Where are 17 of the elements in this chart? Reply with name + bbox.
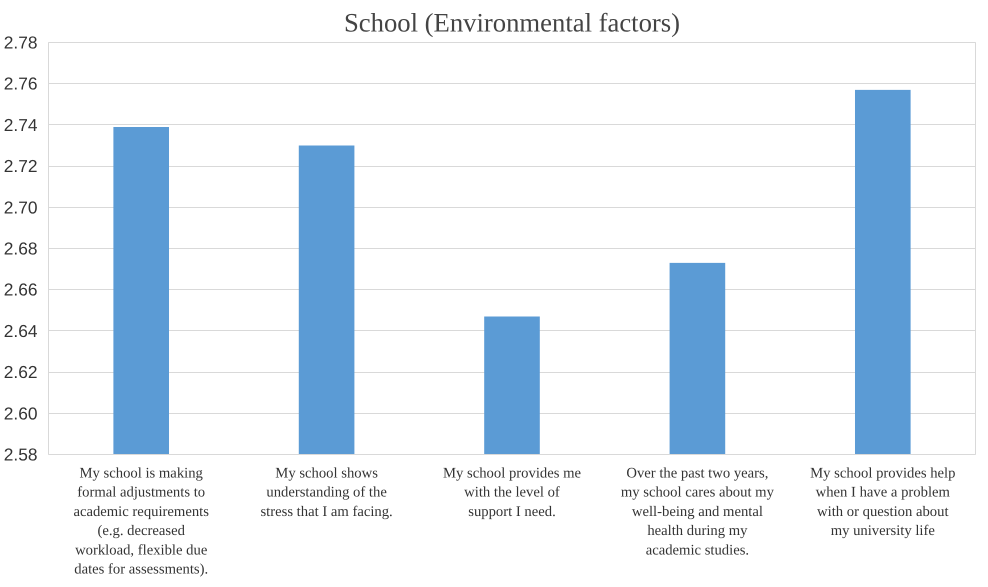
x-tick-label: My school provides help when I have a problem with or question about my university life: [810, 466, 956, 540]
y-tick-label: 2.66: [4, 280, 38, 300]
y-tick-label: 2.72: [4, 156, 38, 176]
y-tick-label: 2.62: [4, 362, 38, 382]
y-tick-label: 2.76: [4, 74, 38, 94]
y-tick-label: 2.78: [4, 32, 38, 52]
y-tick-label: 2.58: [4, 444, 38, 464]
y-tick-label: 2.68: [4, 238, 38, 258]
x-tick-label: Over the past two years, my school cares about my well-being and mental health during my academic studies.: [620, 466, 775, 558]
y-tick-label: 2.64: [4, 320, 38, 341]
y-tick-label: 2.60: [4, 403, 38, 424]
chart-title: School (Environmental factors): [344, 8, 680, 38]
x-tick-label: My school is making formal adjustments to academic requirements (e.g. decreased workload, flexible due dates for assessments).: [73, 466, 210, 578]
x-tick-label: My school provides me with the level of support I need.: [443, 466, 581, 520]
y-tick-label: 2.70: [4, 197, 38, 218]
x-tick-label: My school shows understanding of the stress that I am facing.: [260, 466, 393, 520]
y-tick-label: 2.74: [4, 114, 38, 135]
